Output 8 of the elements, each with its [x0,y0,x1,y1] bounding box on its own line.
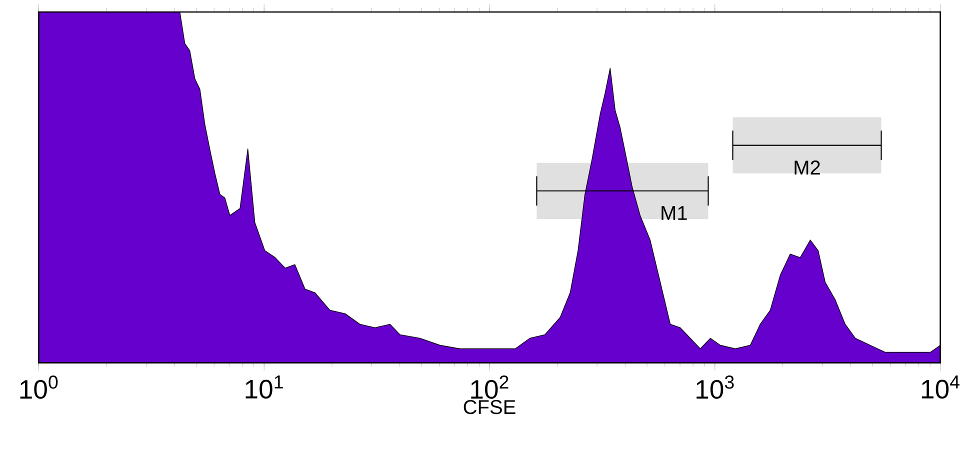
x-tick-label: 10$^{2}$ [471,375,508,399]
band-label: M2 [794,160,820,174]
x-tick-label: 10$^{4}$ [922,375,960,398]
x-tick-label: 10$^{3}$ [696,375,734,399]
band-label: M1 [662,206,687,220]
x-tick-label: 10$^{0}$ [20,375,58,399]
x-tick-label: 10$^{1}$ [246,375,283,398]
x-axis-title: CFSE [464,400,516,414]
